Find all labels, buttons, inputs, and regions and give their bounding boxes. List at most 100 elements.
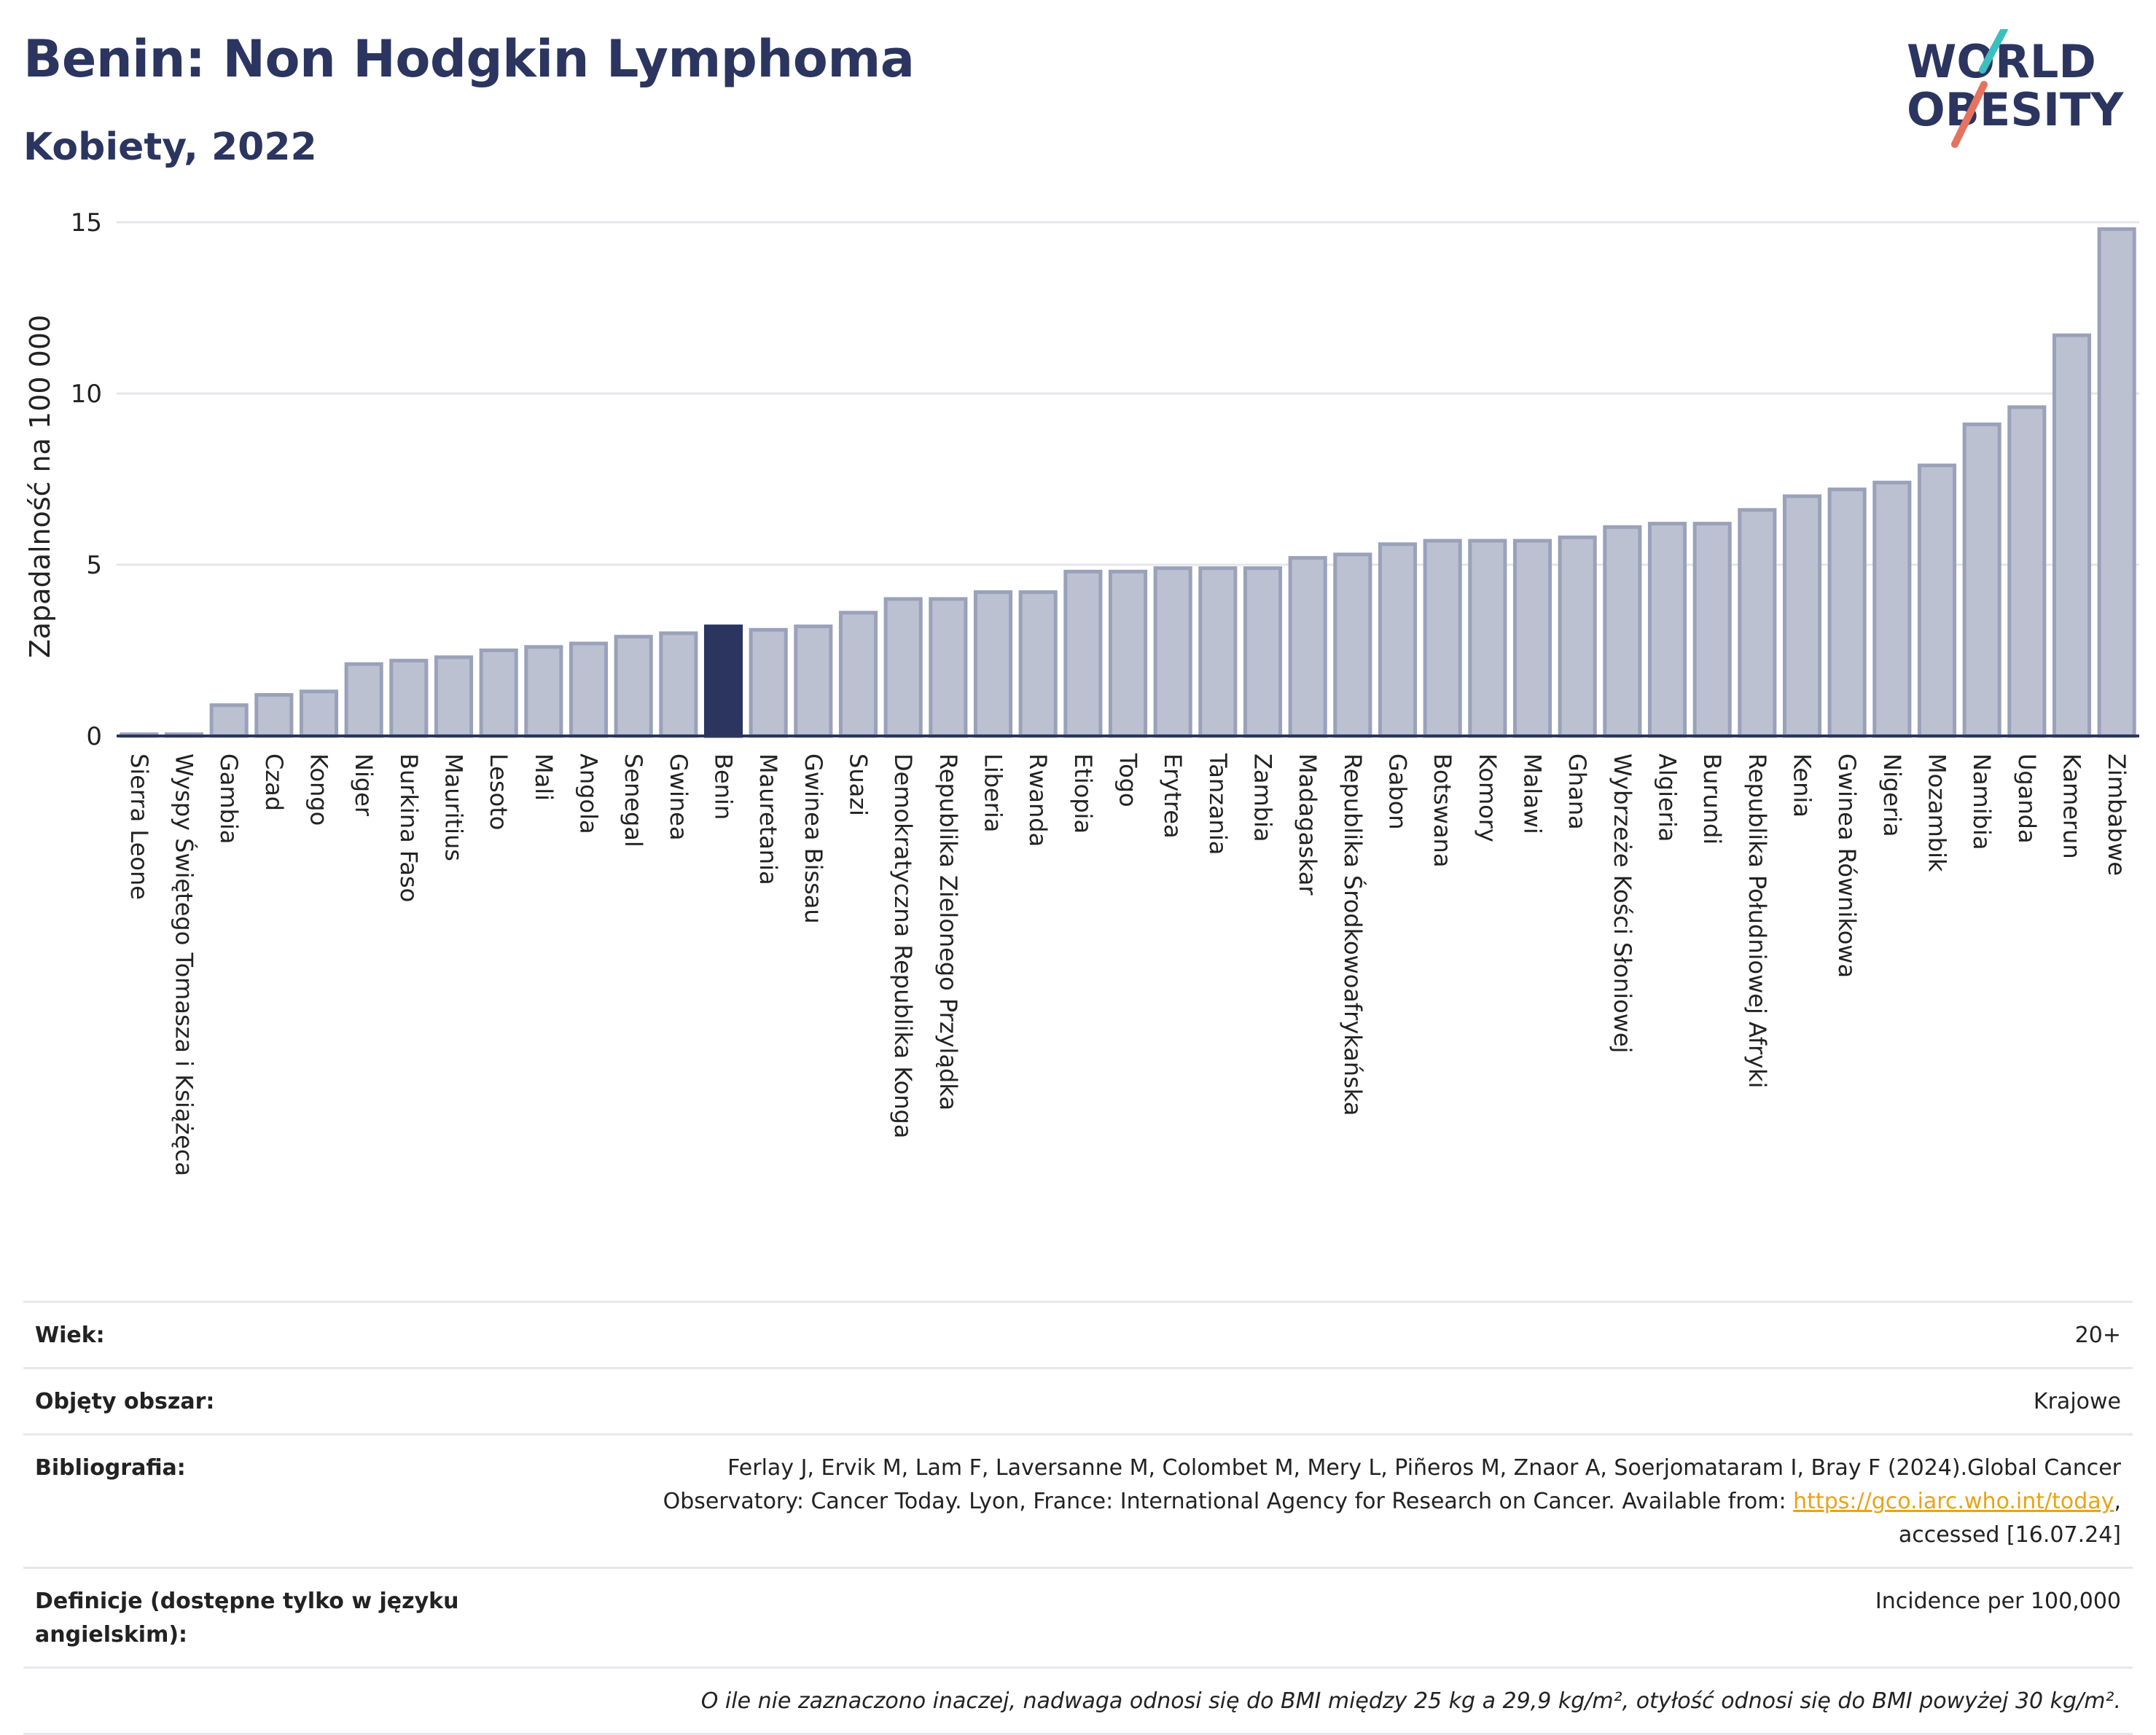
bar-3 [254,693,294,738]
definitions-label: Definicje (dostępne tylko w języku angie… [35,1589,459,1648]
bar-26 [1288,556,1327,738]
age-label: Wiek: [35,1323,105,1348]
bar-30 [1468,538,1507,738]
x-tick-label: Kongo [305,753,333,826]
bar-41 [1962,422,2001,738]
bar-19 [973,590,1013,738]
bar-40 [1917,463,1957,738]
bar-8 [479,649,518,738]
x-tick-label: Republika Zielonego Przylądka [934,753,962,1111]
bar-36 [1738,508,1777,738]
x-tick-label: Mali [530,753,558,801]
bar-4 [299,689,339,738]
x-tick-label: Republika Środkowoafrykańska [1339,753,1367,1116]
x-tick-label: Gwinea Bissau [800,753,827,924]
x-tick-label: Namibia [1968,753,1996,850]
x-tick-label: Suazi [845,753,872,816]
bar-32 [1558,535,1597,738]
x-tick-label: Algieria [1654,753,1682,842]
bar-chart: 0 5 10 15 Zapadalność na 100 000 Sierra Leone… [24,208,2139,1176]
x-tick-label: Rwanda [1024,753,1052,847]
page-title: Benin: Non Hodgkin Lymphoma [23,29,915,89]
x-tick-label: Burkina Faso [395,753,423,902]
x-tick-label: Senegal [620,753,647,847]
x-tick-label: Wyspy Świętego Tomasza i Książęca [171,753,199,1176]
bar-9 [524,645,563,738]
bar-20 [1018,590,1058,738]
x-tick-label: Lesoto [485,753,512,830]
bar-42 [2007,405,2047,738]
bibliography-text-4: accessed [16.07.24] [1898,1522,2121,1548]
age-value: 20+ [2074,1323,2121,1348]
x-tick-label: Komory [1474,753,1501,842]
x-tick-label: Erytrea [1159,753,1187,839]
x-tick-label: Botswana [1429,753,1456,867]
x-tick-label: Liberia [980,753,1007,832]
bar-12 [659,631,698,738]
bar-35 [1692,522,1732,738]
bar-17 [883,597,923,738]
x-tick-label: Zambia [1249,753,1277,842]
bar-18 [929,597,968,738]
x-tick-label: Madagaskar [1294,753,1321,896]
bar-22 [1108,569,1148,738]
logo-slash-coral [1951,81,1988,148]
coverage-label: Objęty obszar: [35,1389,215,1414]
bibliography-label: Bibliografia: [35,1455,186,1481]
metadata-table: Wiek: 20+ Objęty obszar: Krajowe Bibliog… [23,1301,2133,1735]
x-tick-label: Mauretania [754,753,782,885]
x-tick-label: Uganda [2013,753,2041,844]
meta-row-note: O ile nie zaznaczono inaczej, nadwaga od… [23,1667,2133,1735]
meta-row-coverage: Objęty obszar: Krajowe [23,1367,2133,1433]
bibliography-text-2: Observatory: Cancer Today. Lyon, France:… [663,1489,1794,1514]
world-obesity-logo: WORLD OBESITY [1907,29,2124,148]
bibliography-text-3: , [2114,1489,2121,1514]
x-tick-label: Sierra Leone [125,753,153,900]
bar-15 [794,624,833,738]
bar-34 [1647,522,1687,738]
bar-11 [614,635,653,738]
y-tick-label: 5 [86,551,102,580]
bar-7 [434,655,474,738]
bar-10 [569,641,609,738]
bar-16 [838,611,878,738]
x-tick-label: Zimbabwe [2103,753,2130,876]
x-tick-label: Niger [350,753,378,817]
x-tick-label: Republika Południowej Afryki [1743,753,1771,1089]
x-tick-label: Togo [1114,753,1142,807]
y-tick-label: 0 [86,722,102,751]
bar-2 [209,703,249,738]
bar-27 [1333,552,1372,738]
bar-39 [1872,480,1912,738]
x-tick-label: Kenia [1789,753,1816,818]
x-tick-label: Ghana [1563,753,1591,830]
y-tick-label: 15 [71,208,102,238]
x-tick-label: Benin [710,753,738,820]
logo-line2: OBESITY [1907,83,2124,136]
logo-line1: WORLD [1907,35,2096,88]
bar-43 [2052,333,2092,738]
bar-21 [1063,569,1103,738]
bibliography-text-1: Ferlay J, Ervik M, Lam F, Laversanne M, … [727,1455,2121,1481]
bar-25 [1243,566,1283,738]
bar-37 [1782,494,1822,738]
x-tick-label: Gwinea Równikowa [1833,753,1861,978]
bar-13 [703,624,743,738]
bibliography-link[interactable]: https://gco.iarc.who.int/today [1793,1489,2114,1514]
logo-slash-teal [1979,29,2008,74]
bar-29 [1423,538,1462,738]
x-tick-label: Etiopia [1069,753,1097,834]
page-subtitle: Kobiety, 2022 [23,125,317,169]
x-tick-label: Mozambik [1923,753,1951,872]
x-tick-label: Mauritius [440,753,468,861]
x-tick-label: Tanzania [1204,753,1232,855]
bar-33 [1603,525,1642,738]
x-tick-label: Gabon [1384,753,1412,830]
meta-row-definitions: Definicje (dostępne tylko w języku angie… [23,1567,2133,1667]
x-tick-label: Gwinea [665,753,692,840]
x-tick-label: Angola [575,753,603,834]
bar-6 [389,659,429,738]
bar-28 [1378,542,1418,738]
meta-row-bibliography: Bibliografia: Ferlay J, Ervik M, Lam F, … [23,1433,2133,1567]
x-tick-label: Czad [260,753,288,811]
